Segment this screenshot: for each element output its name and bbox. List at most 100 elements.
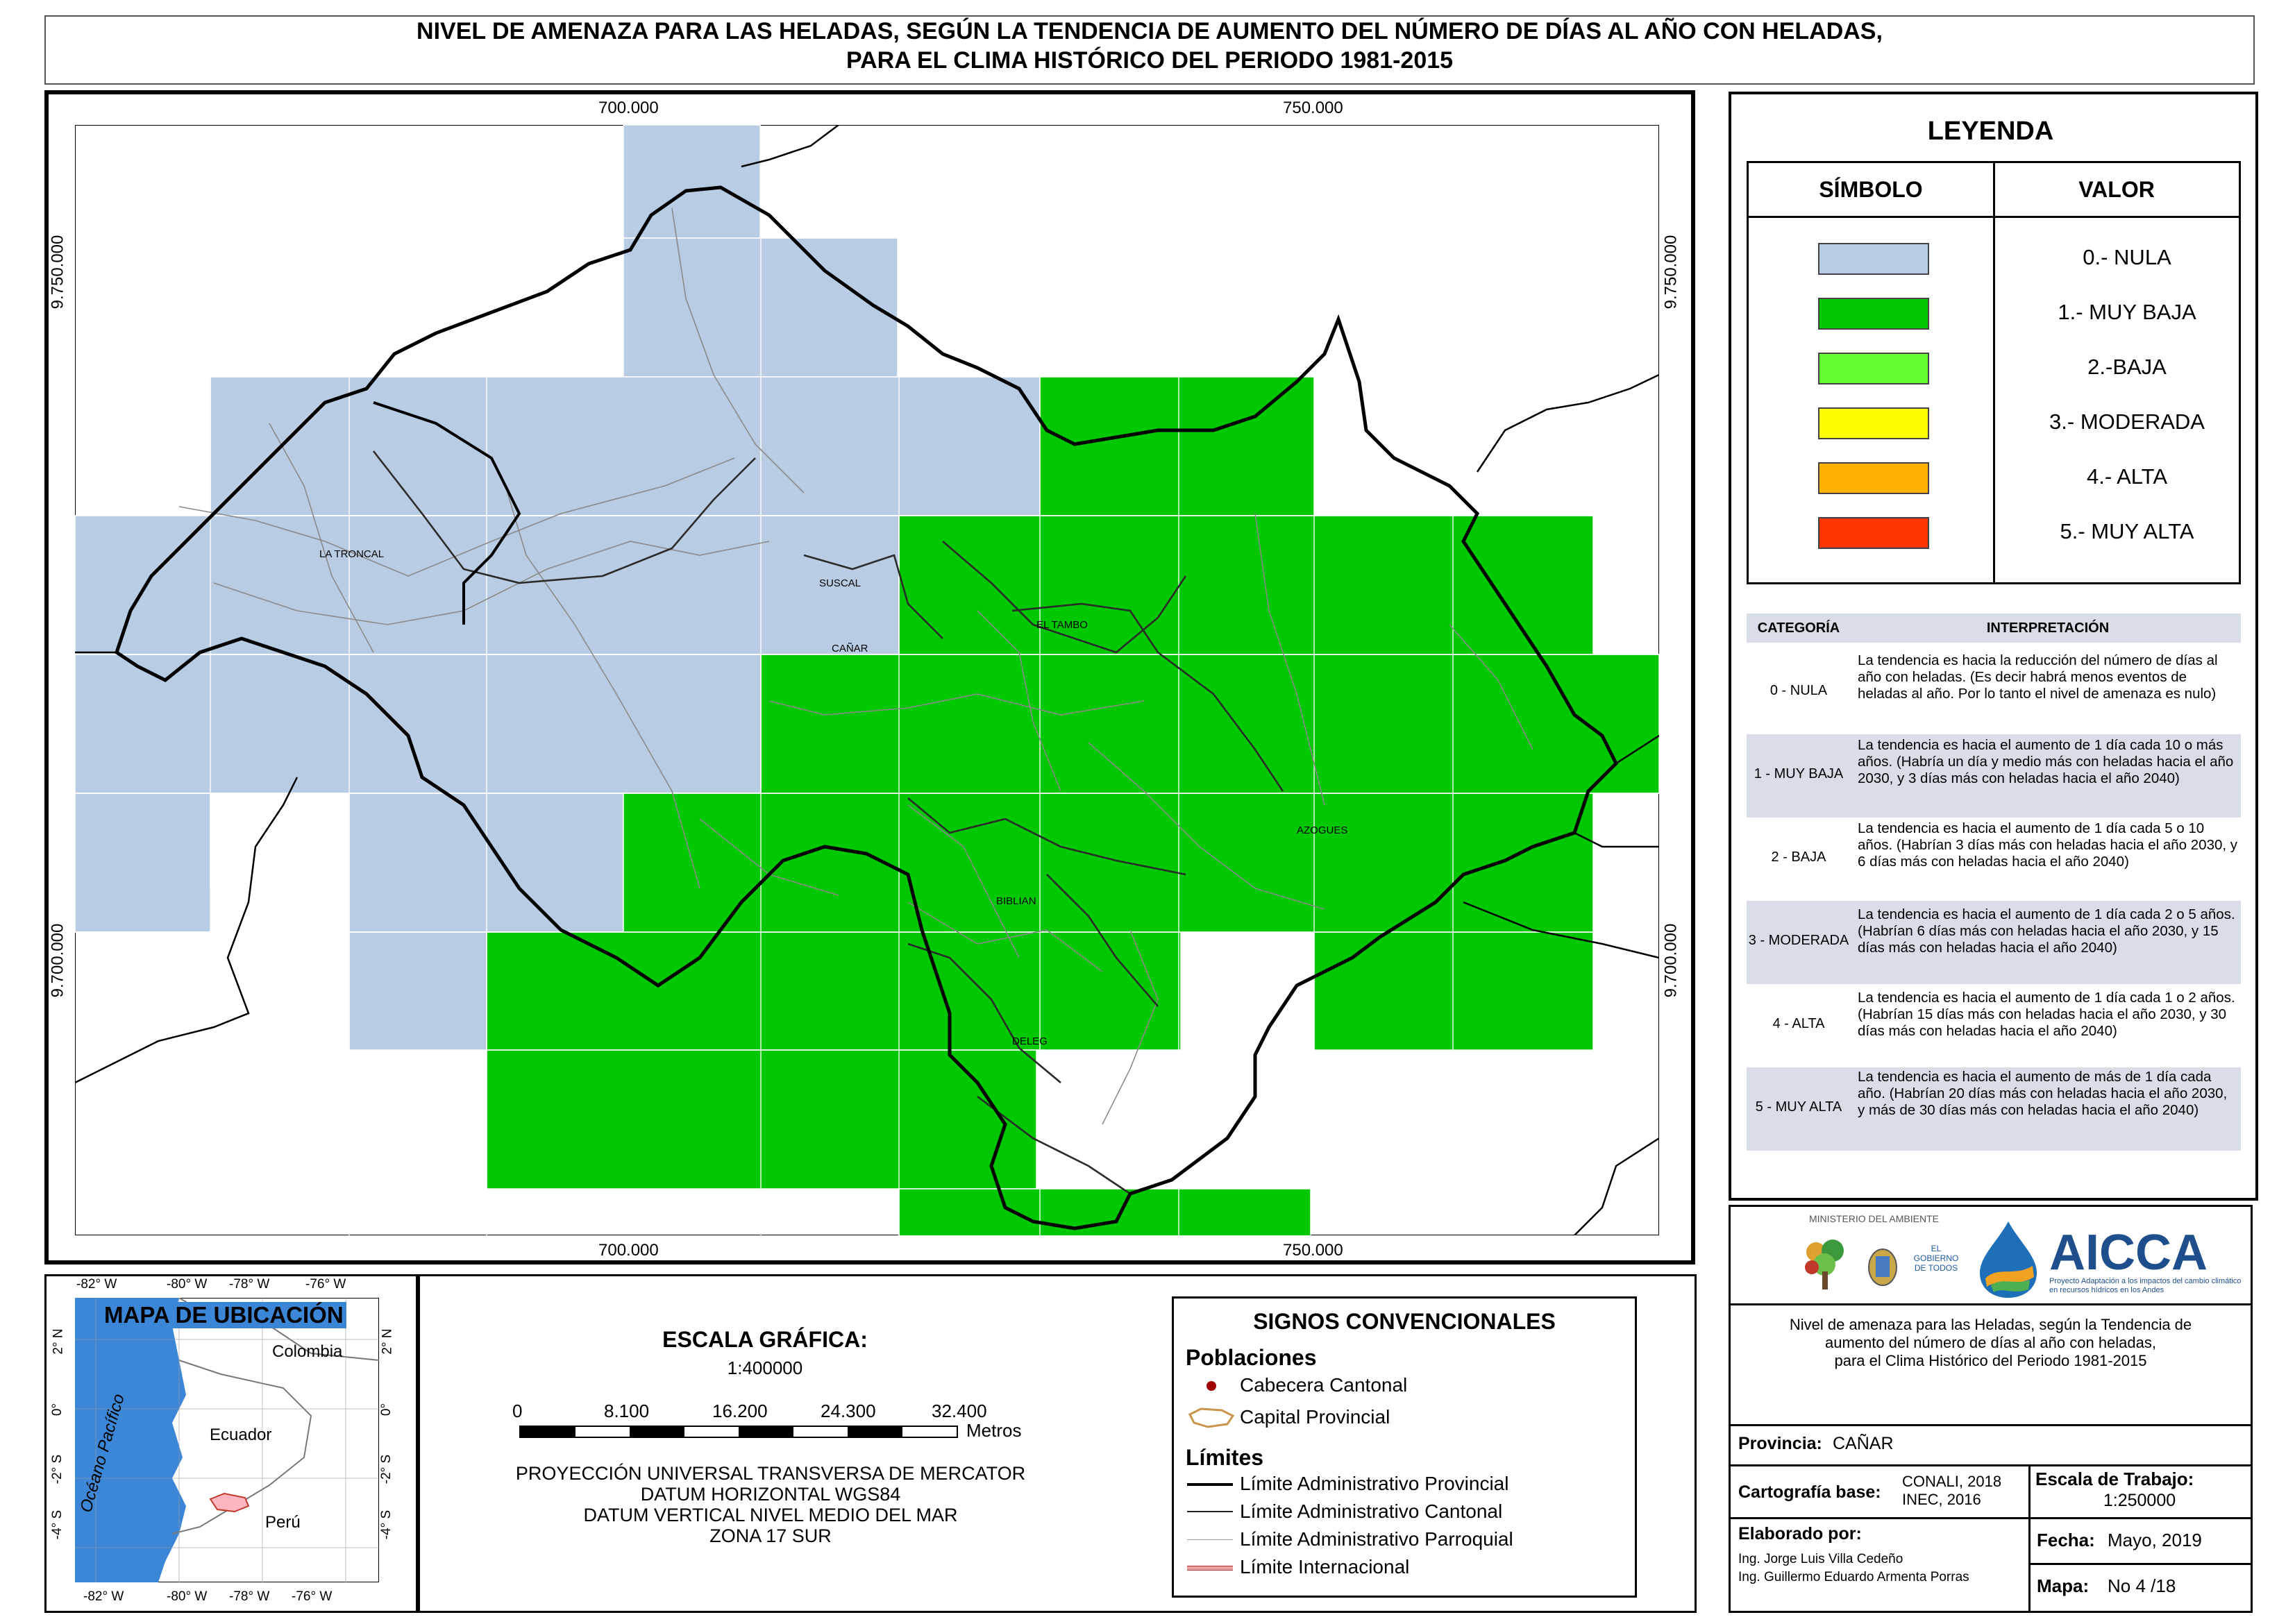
swatch-baja: [1818, 353, 1929, 384]
interp-col-category: CATEGORÍA: [1757, 620, 1840, 636]
swatch-muy-baja: [1818, 298, 1929, 330]
signos-cantonal: Límite Administrativo Cantonal: [1240, 1500, 1503, 1522]
place-azogues: AZOGUES: [1297, 824, 1348, 836]
loc-bottom-tick-3: -76° W: [292, 1589, 333, 1604]
info-divider-2: [1729, 1424, 2253, 1426]
interp-txt-5: La tendencia es hacia el aumento de más …: [1858, 1069, 2228, 1118]
projection-line-2: DATUM HORIZONTAL WGS84: [640, 1484, 901, 1505]
projection-line-4: ZONA 17 SUR: [709, 1525, 832, 1546]
swatch-moderada: [1818, 407, 1929, 439]
swatch-nula: [1818, 243, 1929, 275]
scale-tick-1: 8.100: [604, 1401, 650, 1421]
signos-capital: Capital Provincial: [1240, 1406, 1390, 1428]
country-colombia: Colombia: [272, 1342, 343, 1361]
mapa-value: No 4 /18: [2108, 1575, 2176, 1596]
interp-cat-2: 2 - BAJA: [1771, 849, 1826, 865]
aicca-subtitle: Proyecto Adaptación a los impactos del c…: [2049, 1277, 2242, 1294]
line-internacional: [1187, 1566, 1233, 1571]
interp-txt-3: La tendencia es hacia el aumento de 1 dí…: [1858, 906, 2235, 956]
location-map-title: MAPA DE UBICACIÓN: [101, 1302, 346, 1328]
scale-tick-0: 0: [512, 1401, 523, 1421]
info-desc-1: Nivel de amenaza para las Heladas, según…: [1789, 1316, 2192, 1333]
title-box: NIVEL DE AMENAZA PARA LAS HELADAS, SEGÚN…: [44, 15, 2255, 85]
x-tick-top-700: 700.000: [598, 99, 659, 117]
y-tick-left-9750: 9.750.000: [48, 235, 67, 310]
loc-right-tick-3: -4° S: [379, 1509, 394, 1540]
interp-txt-0: La tendencia es hacia la reducción del n…: [1858, 652, 2218, 702]
location-map: [75, 1298, 379, 1582]
loc-right-tick-0: 2° N: [380, 1328, 395, 1355]
loc-right-tick-1: 0°: [379, 1403, 394, 1416]
gobierno-label: EL GOBIERNO DE TODOS: [1913, 1244, 1959, 1273]
mapa-divider: [2028, 1563, 2253, 1565]
line-cantonal: [1187, 1511, 1233, 1512]
interp-txt-4: La tendencia es hacia el aumento de 1 dí…: [1858, 990, 2235, 1039]
signos-title: SIGNOS CONVENCIONALES: [1253, 1309, 1556, 1334]
y-tick-right-9750: 9.750.000: [1661, 235, 1681, 310]
loc-left-tick-0: 2° N: [51, 1328, 66, 1355]
interp-cat-4: 4 - ALTA: [1772, 1016, 1825, 1031]
legend-title: LEYENDA: [1927, 117, 2054, 146]
interp-row-1: 1 - MUY BAJA La tendencia es hacia el au…: [1747, 734, 2241, 818]
cartografia-2: INEC, 2016: [1902, 1491, 1981, 1508]
legend-col-value: VALOR: [2078, 177, 2155, 202]
ministry-label: MINISTERIO DEL AMBIENTE: [1809, 1213, 1939, 1224]
elaborado-label: Elaborado por:: [1738, 1524, 1862, 1543]
interp-txt-1: La tendencia es hacia el aumento de 1 dí…: [1858, 737, 2234, 786]
coat-of-arms-icon: [1868, 1249, 1897, 1286]
interp-row-5: 5 - MUY ALTA La tendencia es hacia el au…: [1747, 1067, 2241, 1151]
autor-2: Ing. Guillermo Eduardo Armenta Porras: [1738, 1570, 1969, 1584]
interp-cat-3: 3 - MODERADA: [1748, 933, 1849, 948]
country-ecuador: Ecuador: [210, 1426, 272, 1444]
map-title-line1: NIVEL DE AMENAZA PARA LAS HELADAS, SEGÚN…: [417, 18, 1883, 44]
place-deleg: DELEG: [1012, 1035, 1048, 1047]
interp-cat-5: 5 - MUY ALTA: [1755, 1099, 1842, 1115]
scale-tick-3: 24.300: [821, 1401, 876, 1421]
signos-poblaciones: Poblaciones: [1186, 1345, 1317, 1370]
projection-line-3: DATUM VERTICAL NIVEL MEDIO DEL MAR: [583, 1505, 958, 1525]
legend-label-muy-baja: 1.- MUY BAJA: [2058, 300, 2196, 324]
escala-value: 1:250000: [2103, 1491, 2176, 1510]
interp-row-2: 2 - BAJA La tendencia es hacia el aument…: [1747, 818, 2241, 901]
legend-label-alta: 4.- ALTA: [2086, 464, 2167, 489]
province-boundary: [115, 185, 1619, 1230]
autor-1: Ing. Jorge Luis Villa Cedeño: [1738, 1552, 1903, 1566]
legend-label-moderada: 3.- MODERADA: [2049, 409, 2205, 434]
loc-left-tick-1: 0°: [50, 1403, 65, 1416]
info-desc-3: para el Clima Histórico del Periodo 1981…: [1834, 1352, 2147, 1369]
cells-muy-baja: [486, 376, 1659, 1235]
loc-top-tick-0: -82° W: [76, 1277, 117, 1292]
scale-ratio: 1:400000: [727, 1357, 803, 1378]
interp-row-3: 3 - MODERADA La tendencia es hacia el au…: [1747, 901, 2241, 984]
place-el-tambo: EL TAMBO: [1036, 619, 1088, 631]
interp-cat-0: 0 - NULA: [1769, 683, 1828, 698]
loc-left-tick-3: -4° S: [50, 1509, 65, 1540]
loc-right-tick-2: -2° S: [379, 1454, 394, 1485]
legend-table: SÍMBOLO VALOR 0.- NULA 1.- MUY BAJA 2.-B…: [1747, 161, 2241, 584]
legend-label-baja: 2.-BAJA: [2087, 355, 2167, 379]
y-tick-left-9700: 9.700.000: [48, 923, 67, 998]
location-map-frame: [44, 1274, 418, 1613]
mapa-label: Mapa:: [2037, 1575, 2090, 1596]
threat-map: [75, 125, 1659, 1235]
cartografia-label: Cartografía base:: [1738, 1482, 1881, 1502]
scale-bar: [519, 1426, 958, 1438]
loc-bottom-tick-1: -80° W: [167, 1589, 208, 1604]
interp-cat-1: 1 - MUY BAJA: [1754, 766, 1844, 781]
aicca-drop-icon: [1980, 1221, 2037, 1298]
projection-line-1: PROYECCIÓN UNIVERSAL TRANSVERSA DE MERCA…: [515, 1463, 1026, 1484]
signos-parroquial: Límite Administrativo Parroquial: [1240, 1528, 1513, 1550]
scale-unit: Metros: [966, 1420, 1022, 1441]
info-desc-2: aumento del número de días al año con he…: [1825, 1334, 2156, 1351]
loc-left-tick-2: -2° S: [50, 1454, 65, 1485]
loc-bottom-tick-2: -78° W: [229, 1589, 270, 1604]
legend-label-muy-alta: 5.- MUY ALTA: [2060, 519, 2194, 543]
place-canar: CAÑAR: [832, 643, 868, 654]
signos-internacional: Límite Internacional: [1240, 1556, 1410, 1578]
scale-tick-4: 32.400: [932, 1401, 987, 1421]
provincia-label: Provincia:: [1738, 1434, 1822, 1453]
interp-txt-2: La tendencia es hacia el aumento de 1 dí…: [1858, 820, 2238, 870]
escala-divider: [2028, 1464, 2031, 1613]
fecha-label: Fecha:: [2037, 1530, 2095, 1550]
interp-row-0: 0 - NULA La tendencia es hacia la reducc…: [1747, 651, 2241, 734]
